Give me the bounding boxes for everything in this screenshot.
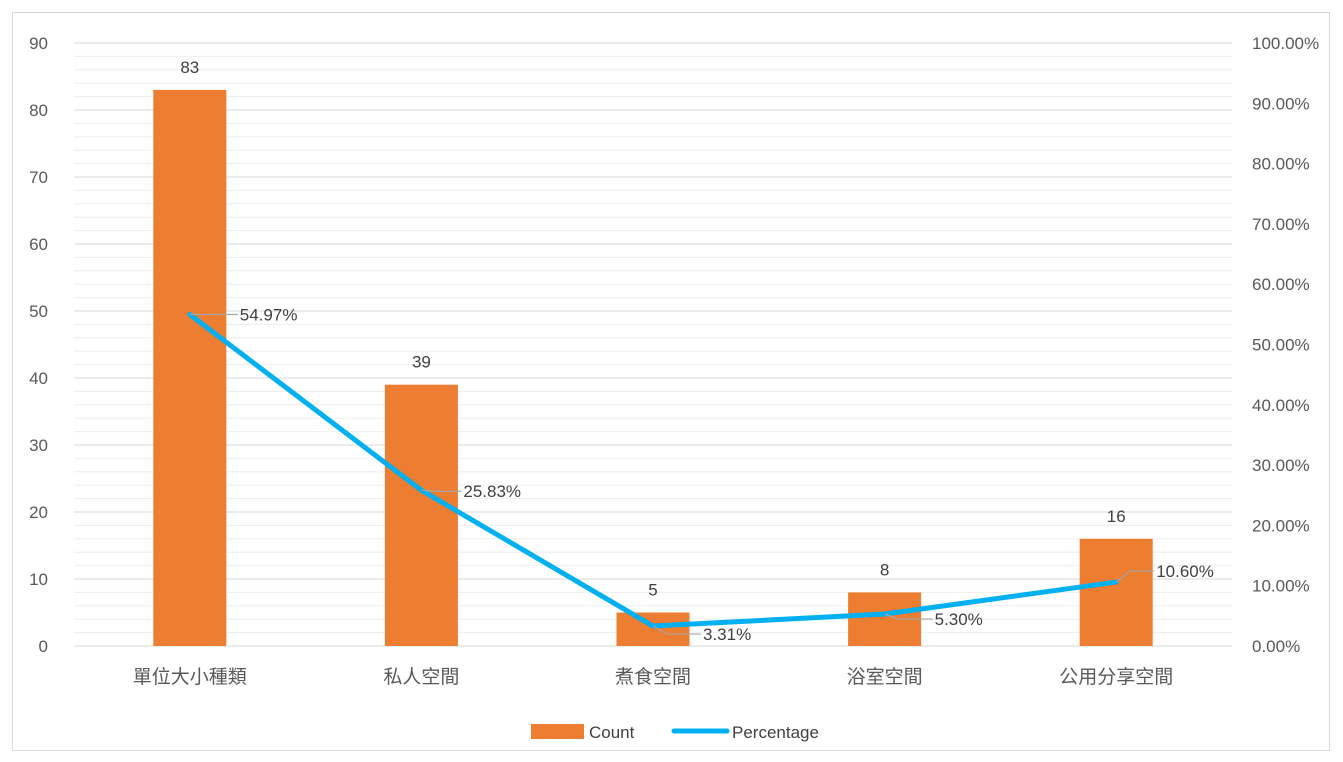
leader-line xyxy=(1115,570,1155,583)
right-axis-tick-label: 40.00% xyxy=(1252,396,1310,415)
left-axis-tick-label: 30 xyxy=(29,436,48,455)
left-axis-tick-label: 90 xyxy=(29,34,48,53)
right-axis-tick-label: 70.00% xyxy=(1252,215,1310,234)
legend-swatch-count xyxy=(531,724,584,739)
bar-series-count xyxy=(153,89,1153,646)
bar-data-label: 16 xyxy=(1107,507,1126,526)
left-axis-tick-label: 20 xyxy=(29,503,48,522)
category-label: 私人空間 xyxy=(383,666,459,688)
right-axis-tick-label: 0.00% xyxy=(1252,637,1300,656)
line-data-label: 54.97% xyxy=(240,306,298,325)
category-label: 煮食空間 xyxy=(615,666,691,688)
bar-data-label: 8 xyxy=(880,560,889,579)
legend-label-percentage: Percentage xyxy=(732,723,819,742)
legend-label-count: Count xyxy=(589,723,635,742)
line-data-label: 3.31% xyxy=(703,625,751,644)
right-axis-tick-label: 10.00% xyxy=(1252,577,1310,596)
legend: Count Percentage xyxy=(531,723,819,742)
bar-data-label: 5 xyxy=(648,581,657,600)
left-axis-tick-label: 10 xyxy=(29,570,48,589)
bar xyxy=(384,384,458,646)
category-label: 浴室空間 xyxy=(847,666,923,688)
line-label-leaders xyxy=(189,313,1155,635)
left-axis-tick-label: 50 xyxy=(29,302,48,321)
bar xyxy=(616,612,690,646)
category-label: 公用分享空間 xyxy=(1059,666,1173,688)
right-axis-tick-label: 60.00% xyxy=(1252,275,1310,294)
bar xyxy=(1079,538,1153,646)
right-axis-tick-label: 50.00% xyxy=(1252,336,1310,355)
line-data-labels: 54.97% 25.83% 3.31% 5.30% 10.60% xyxy=(240,306,1214,645)
bar-data-labels: 83 39 5 8 16 xyxy=(180,58,1125,600)
right-axis-tick-label: 30.00% xyxy=(1252,456,1310,475)
right-axis-tick-label: 90.00% xyxy=(1252,94,1310,113)
right-axis-tick-label: 80.00% xyxy=(1252,155,1310,174)
minor-gridlines xyxy=(74,55,1232,634)
leader-line xyxy=(421,489,462,492)
category-axis: 單位大小種類 私人空間 煮食空間 浴室空間 公用分享空間 xyxy=(133,666,1173,688)
right-axis: 0.00% 10.00% 20.00% 30.00% 40.00% 50.00% 60.00… xyxy=(1252,34,1319,656)
category-label: 單位大小種類 xyxy=(133,666,247,688)
bar xyxy=(153,89,227,646)
left-axis-tick-label: 80 xyxy=(29,101,48,120)
leader-line xyxy=(652,625,701,635)
bar-data-label: 83 xyxy=(180,58,199,77)
line-data-label: 5.30% xyxy=(935,610,983,629)
bar-data-label: 39 xyxy=(412,353,431,372)
line-data-label: 10.60% xyxy=(1156,562,1214,581)
line-data-label: 25.83% xyxy=(463,482,521,501)
right-axis-tick-label: 100.00% xyxy=(1252,34,1319,53)
left-axis-tick-label: 0 xyxy=(39,637,48,656)
right-axis-tick-label: 20.00% xyxy=(1252,516,1310,535)
left-axis-tick-label: 70 xyxy=(29,168,48,187)
left-axis: 0 10 20 30 40 50 60 70 80 90 xyxy=(29,34,48,656)
left-axis-tick-label: 40 xyxy=(29,369,48,388)
major-gridlines xyxy=(74,42,1232,647)
leader-line xyxy=(884,613,933,620)
left-axis-tick-label: 60 xyxy=(29,235,48,254)
